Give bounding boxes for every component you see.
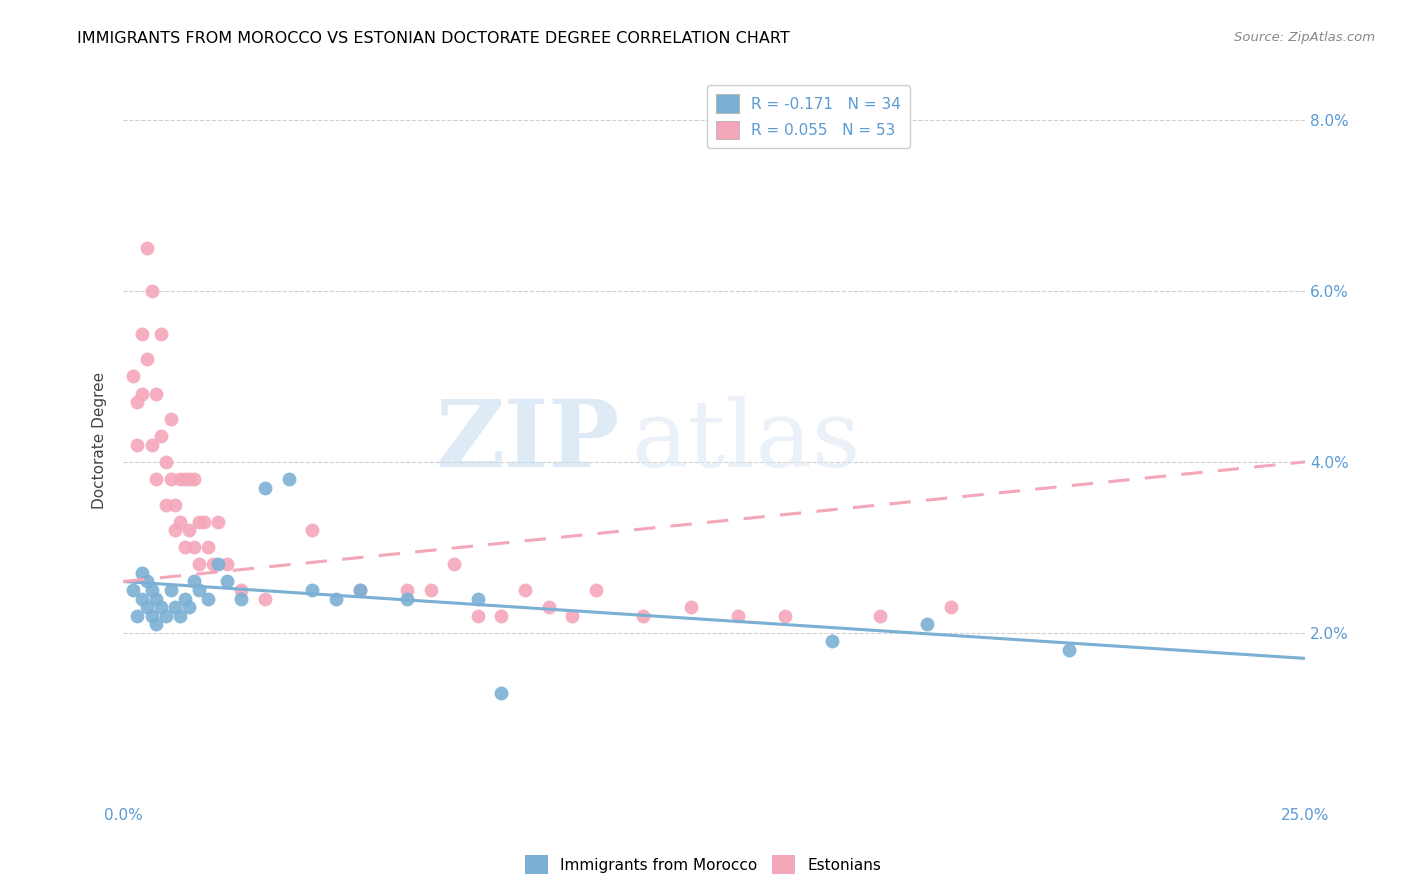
Point xyxy=(585,582,607,597)
Point xyxy=(127,608,149,623)
Point xyxy=(145,386,167,401)
Point xyxy=(395,582,418,597)
Point xyxy=(165,523,187,537)
Point xyxy=(150,326,173,341)
Y-axis label: Doctorate Degree: Doctorate Degree xyxy=(93,372,107,509)
Point xyxy=(165,600,187,615)
Point xyxy=(136,241,159,255)
Point xyxy=(513,582,536,597)
Point xyxy=(141,438,163,452)
Point xyxy=(193,515,215,529)
Point xyxy=(141,608,163,623)
Point xyxy=(202,558,225,572)
Point xyxy=(349,582,371,597)
Point xyxy=(491,608,513,623)
Point xyxy=(173,591,195,606)
Point xyxy=(633,608,655,623)
Point xyxy=(869,608,891,623)
Point xyxy=(179,472,201,486)
Point xyxy=(183,574,205,589)
Point xyxy=(821,634,844,648)
Point xyxy=(231,582,253,597)
Point xyxy=(773,608,796,623)
Point xyxy=(169,472,191,486)
Point xyxy=(207,515,229,529)
Point xyxy=(155,498,177,512)
Point xyxy=(939,600,962,615)
Point xyxy=(165,498,187,512)
Point xyxy=(1057,643,1080,657)
Point xyxy=(325,591,347,606)
Point xyxy=(141,582,163,597)
Text: atlas: atlas xyxy=(631,395,860,485)
Point xyxy=(197,541,219,555)
Point xyxy=(131,591,153,606)
Point xyxy=(231,591,253,606)
Point xyxy=(467,608,489,623)
Point xyxy=(183,472,205,486)
Point xyxy=(155,455,177,469)
Point xyxy=(141,284,163,298)
Point xyxy=(217,574,239,589)
Point xyxy=(131,326,153,341)
Point xyxy=(159,472,181,486)
Point xyxy=(179,600,201,615)
Point xyxy=(145,617,167,632)
Point xyxy=(121,369,143,384)
Point xyxy=(187,558,209,572)
Point xyxy=(136,600,159,615)
Point xyxy=(169,608,191,623)
Text: Source: ZipAtlas.com: Source: ZipAtlas.com xyxy=(1234,31,1375,45)
Point xyxy=(150,600,173,615)
Point xyxy=(217,558,239,572)
Point xyxy=(679,600,702,615)
Point xyxy=(467,591,489,606)
Text: ZIP: ZIP xyxy=(436,395,620,485)
Point xyxy=(159,582,181,597)
Legend: Immigrants from Morocco, Estonians: Immigrants from Morocco, Estonians xyxy=(519,849,887,880)
Point xyxy=(187,582,209,597)
Point xyxy=(419,582,441,597)
Point xyxy=(254,481,277,495)
Point xyxy=(301,582,323,597)
Point xyxy=(727,608,749,623)
Point xyxy=(145,591,167,606)
Point xyxy=(537,600,560,615)
Point xyxy=(561,608,583,623)
Point xyxy=(121,582,143,597)
Point xyxy=(197,591,219,606)
Point xyxy=(183,541,205,555)
Point xyxy=(173,472,195,486)
Point xyxy=(169,515,191,529)
Point xyxy=(159,412,181,426)
Point xyxy=(349,582,371,597)
Point xyxy=(155,608,177,623)
Point xyxy=(277,472,299,486)
Point xyxy=(395,591,418,606)
Point xyxy=(136,574,159,589)
Point xyxy=(187,515,209,529)
Point xyxy=(150,429,173,443)
Point xyxy=(207,558,229,572)
Legend: R = -0.171   N = 34, R = 0.055   N = 53: R = -0.171 N = 34, R = 0.055 N = 53 xyxy=(707,85,911,148)
Point xyxy=(136,352,159,367)
Point xyxy=(179,523,201,537)
Point xyxy=(131,386,153,401)
Point xyxy=(254,591,277,606)
Point xyxy=(443,558,465,572)
Point xyxy=(145,472,167,486)
Point xyxy=(491,685,513,699)
Point xyxy=(127,395,149,409)
Text: IMMIGRANTS FROM MOROCCO VS ESTONIAN DOCTORATE DEGREE CORRELATION CHART: IMMIGRANTS FROM MOROCCO VS ESTONIAN DOCT… xyxy=(77,31,790,46)
Point xyxy=(127,438,149,452)
Point xyxy=(131,566,153,580)
Point xyxy=(173,541,195,555)
Point xyxy=(301,523,323,537)
Point xyxy=(915,617,938,632)
